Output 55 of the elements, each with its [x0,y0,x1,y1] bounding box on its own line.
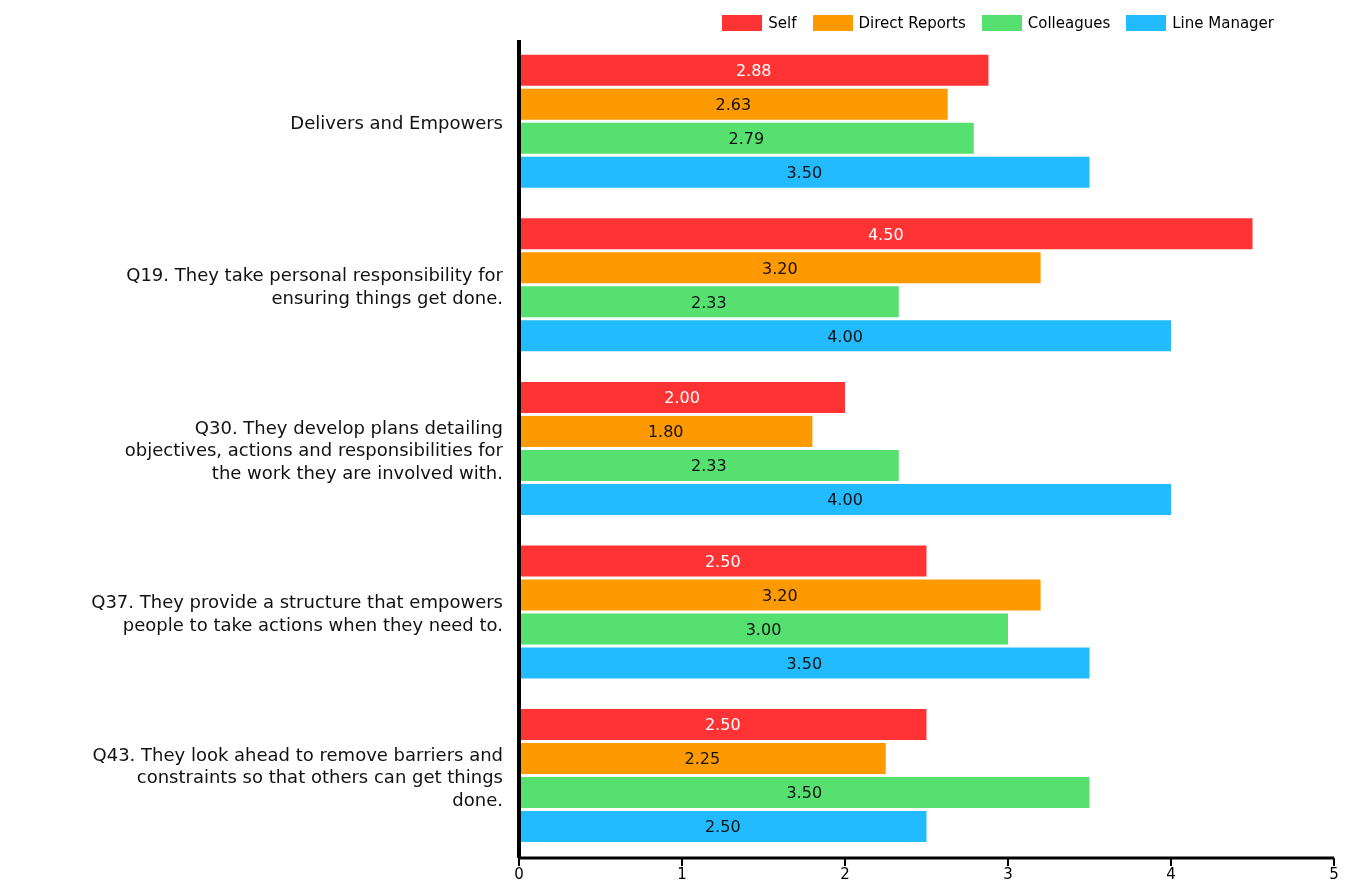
data-label: 2.25 [684,749,721,769]
data-label: 2.50 [704,715,741,735]
y-tick-label: Q19. They take personal responsibility for ensuring things get done. [126,263,504,308]
data-label: 2.63 [715,94,752,114]
bar [519,777,1090,809]
data-label: 2.33 [691,292,727,312]
bar [519,811,927,843]
bar [519,381,845,413]
bar [519,252,1041,284]
data-label: 1.80 [647,422,684,442]
data-label: 2.79 [728,128,765,148]
bar [519,156,1090,188]
y-tick-label: Q43. They look ahead to remove barriers and constraints so that others can get things done. [92,743,503,810]
x-tick-label: 0 [514,864,524,883]
bar [519,54,989,86]
y-tick-label: Q30. They develop plans detailing objectives, actions and responsibilities for the work they are involved with. [124,416,504,482]
bar [519,320,1171,352]
data-label: 3.50 [786,653,823,673]
bar [519,483,1171,515]
data-label: 4.00 [827,326,863,346]
bar [519,579,1041,611]
y-tick-label: Q37. They provide a structure that empowers people to take actions when they need to. [91,590,503,635]
x-tick-label: 2 [840,864,850,883]
x-tick-label: 5 [1329,864,1339,883]
data-label: 2.33 [691,456,727,476]
data-label: 4.50 [867,224,904,244]
data-label: 3.50 [786,783,823,803]
legend-label: Colleagues [1027,14,1111,32]
bar [519,709,927,741]
data-label: 3.20 [761,258,798,278]
data-label: 2.50 [704,817,741,837]
bar [519,743,886,775]
data-label: 3.00 [745,619,782,639]
legend-label: Self [768,14,797,32]
data-label: 2.50 [704,551,741,571]
bar [519,286,899,318]
x-tick-label: 1 [677,864,687,883]
legend-label: Line Manager [1172,14,1274,32]
data-label: 2.00 [664,388,700,408]
bar [519,545,927,577]
x-tick-label: 4 [1166,864,1176,883]
legend-label: Direct Reports [858,14,966,32]
bar [519,218,1253,250]
data-label: 3.20 [761,585,798,605]
bar [519,449,899,481]
bar [519,613,1008,645]
bar [519,647,1090,679]
data-label: 3.50 [786,162,823,182]
data-label: 4.00 [827,490,863,510]
y-tick-label: Delivers and Empowers [290,111,503,133]
x-tick-label: 3 [1003,864,1013,883]
bar [519,88,948,120]
bar [519,415,813,447]
data-label: 2.88 [735,60,772,80]
bar [519,122,974,154]
